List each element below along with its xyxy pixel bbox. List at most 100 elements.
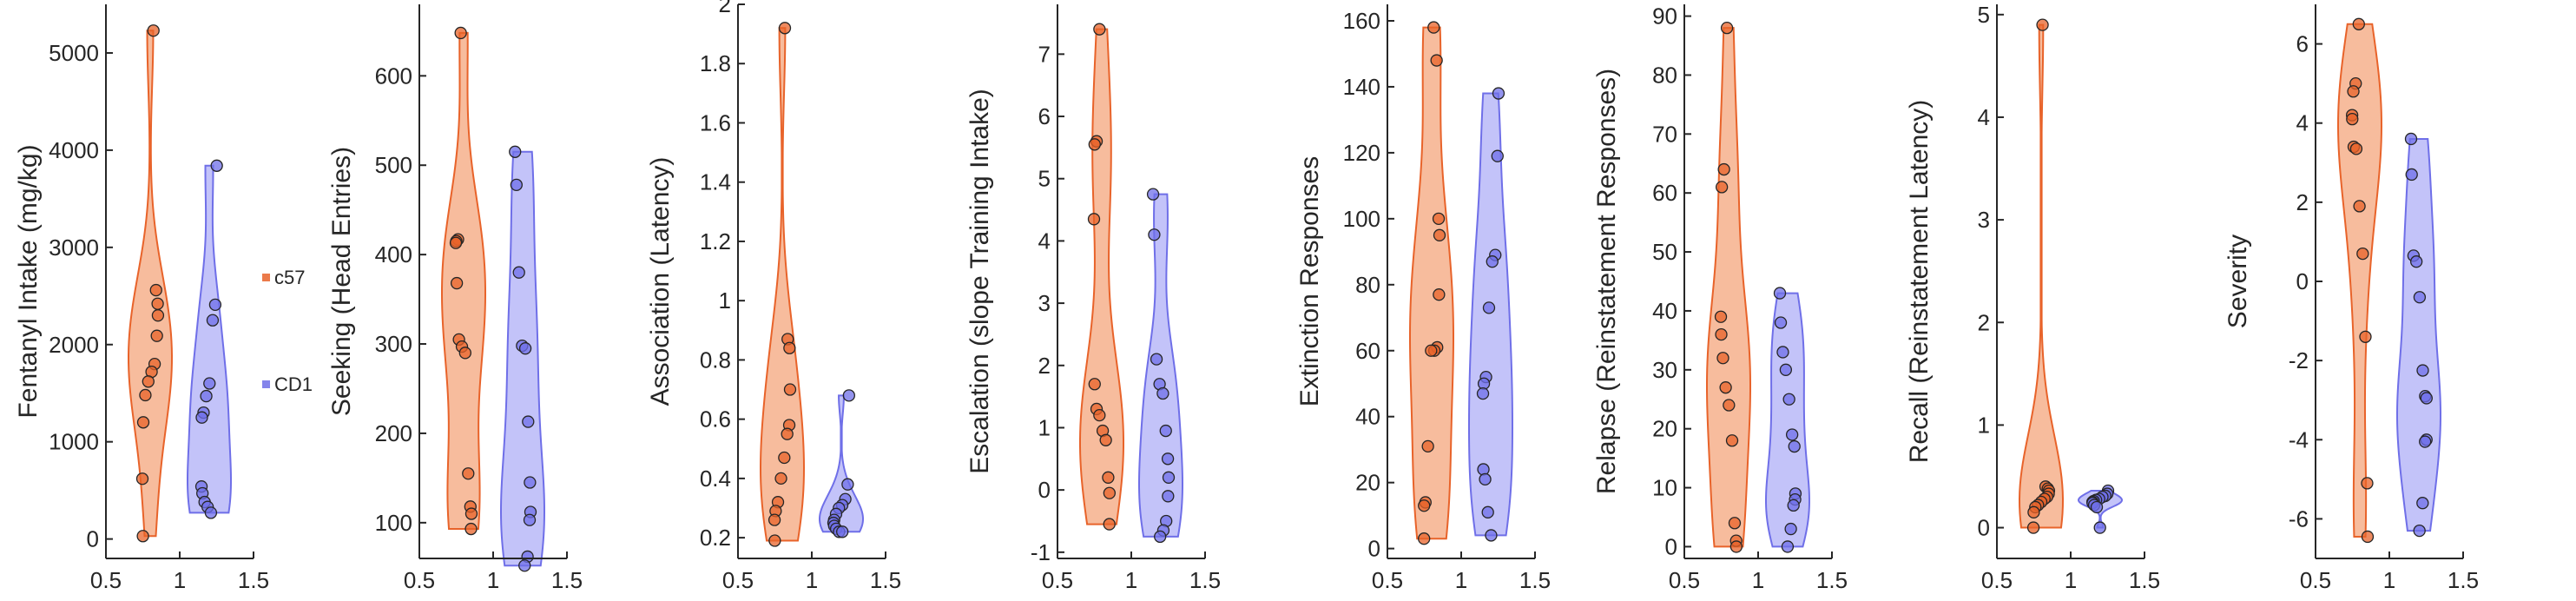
data-point-c57 — [2347, 85, 2360, 98]
y-tick-label: 80 — [1355, 272, 1380, 298]
y-tick-label: 5 — [1978, 2, 1990, 28]
data-point-c57 — [768, 513, 781, 526]
y-tick-label: 7 — [1038, 41, 1051, 67]
panel-5: 0 20 40 60 80 100 120 140 160 0.5 1 1.5 Extinction R… — [1295, 4, 1551, 593]
x-tick-label: 1.5 — [2129, 567, 2160, 593]
data-point-CD1 — [518, 559, 531, 572]
data-point-c57 — [464, 507, 478, 520]
data-point-c57 — [1717, 162, 1730, 176]
data-point-CD1 — [2416, 497, 2429, 510]
data-point-CD1 — [1774, 316, 1788, 329]
y-tick-label: 0 — [87, 526, 99, 552]
y-tick-label: 40 — [1652, 298, 1677, 324]
y-tick-label: 2 — [2296, 189, 2309, 215]
data-point-CD1 — [206, 314, 220, 327]
data-point-c57 — [1430, 54, 1443, 67]
data-point-c57 — [1421, 439, 1434, 453]
y-axis-label: Relapse (Reinstatement Responses) — [1592, 69, 1621, 494]
y-axis-label: Extinction Responses — [1295, 156, 1324, 407]
data-point-c57 — [1088, 138, 1101, 151]
x-tick-label: 1 — [2383, 567, 2395, 593]
violin-CD1 — [2395, 137, 2442, 532]
data-point-c57 — [2027, 505, 2040, 518]
y-tick-label: 1.8 — [700, 50, 731, 76]
data-point-CD1 — [1148, 228, 1161, 241]
y-axis-label: Seeking (Head Entries) — [327, 147, 356, 416]
data-point-CD1 — [1781, 540, 1795, 553]
violin-c57 — [1705, 27, 1752, 548]
data-point-c57 — [2356, 247, 2369, 261]
panel-4: -1 0 1 2 3 4 5 6 7 0.5 1 1.5 Escalation (slope Train… — [965, 4, 1221, 593]
legend-swatch-CD1 — [262, 380, 270, 388]
data-point-CD1 — [1154, 530, 1167, 544]
data-point-c57 — [142, 375, 155, 388]
y-tick-label: 0.6 — [700, 406, 731, 433]
x-tick-label: 1 — [174, 567, 186, 593]
data-point-c57 — [2352, 17, 2365, 30]
data-point-CD1 — [204, 506, 218, 519]
data-point-CD1 — [2416, 364, 2429, 377]
y-axis-label: Recall (Reinstatement Latency) — [1905, 100, 1934, 464]
violin-c57 — [440, 31, 487, 531]
data-point-c57 — [783, 341, 796, 354]
y-tick-label: 0.8 — [700, 347, 731, 373]
data-point-c57 — [151, 309, 165, 322]
data-point-c57 — [149, 283, 162, 297]
violin-c57 — [759, 27, 806, 542]
data-point-CD1 — [1476, 386, 1490, 400]
data-point-CD1 — [2409, 255, 2423, 268]
y-tick-label: 160 — [1343, 8, 1380, 34]
data-point-c57 — [1719, 381, 1732, 394]
y-tick-label: 1.6 — [700, 109, 731, 135]
data-point-c57 — [454, 26, 467, 40]
data-point-CD1 — [195, 411, 208, 424]
data-point-c57 — [783, 383, 797, 396]
y-tick-label: 0 — [1665, 533, 1677, 559]
y-tick-label: 100 — [375, 510, 412, 536]
data-point-c57 — [1716, 352, 1729, 365]
data-point-CD1 — [203, 377, 216, 390]
data-point-c57 — [1418, 499, 1431, 512]
y-tick-label: -6 — [2289, 505, 2309, 532]
data-point-c57 — [1427, 21, 1440, 34]
data-point-c57 — [139, 388, 152, 402]
panel-8: -6 -4 -2 0 2 4 6 0.5 1 1.5 Severity — [2224, 4, 2479, 593]
data-point-CD1 — [1156, 386, 1169, 400]
data-point-CD1 — [2413, 524, 2426, 538]
y-tick-label: 3 — [1038, 290, 1051, 316]
data-point-CD1 — [1162, 471, 1176, 484]
x-tick-label: 1 — [487, 567, 499, 593]
y-tick-label: 1000 — [49, 429, 99, 455]
x-tick-label: 1 — [2065, 567, 2077, 593]
data-point-CD1 — [2420, 392, 2433, 405]
data-point-CD1 — [1146, 188, 1160, 201]
y-tick-label: 2000 — [49, 332, 99, 358]
data-point-c57 — [449, 236, 463, 249]
data-point-CD1 — [1161, 452, 1175, 466]
data-point-CD1 — [836, 525, 849, 538]
data-point-c57 — [1433, 288, 1446, 301]
y-tick-label: 400 — [375, 241, 412, 267]
data-point-c57 — [136, 416, 150, 429]
data-point-CD1 — [2093, 521, 2106, 534]
y-tick-label: 0.2 — [700, 525, 731, 551]
y-tick-label: 1 — [1038, 414, 1051, 440]
data-point-c57 — [1715, 181, 1729, 194]
data-point-c57 — [1103, 518, 1116, 531]
data-point-c57 — [1728, 517, 1742, 530]
x-tick-label: 1 — [1455, 567, 1467, 593]
y-tick-label: -2 — [2289, 347, 2309, 373]
data-point-CD1 — [1479, 472, 1492, 486]
data-point-CD1 — [2419, 435, 2432, 448]
y-tick-label: 60 — [1355, 338, 1380, 364]
legend: c57 CD1 — [262, 267, 313, 395]
y-tick-label: 0 — [2296, 268, 2309, 294]
data-point-CD1 — [512, 266, 525, 279]
legend-label-CD1: CD1 — [274, 373, 313, 395]
data-point-CD1 — [1481, 505, 1494, 518]
y-tick-label: 20 — [1652, 416, 1677, 442]
data-point-c57 — [774, 472, 787, 485]
data-point-CD1 — [1787, 499, 1800, 512]
legend-label-c57: c57 — [274, 267, 305, 288]
panel-6: 0 10 20 30 40 50 60 70 80 90 0.5 1 1.5 Relapse (Reins… — [1592, 3, 1848, 593]
